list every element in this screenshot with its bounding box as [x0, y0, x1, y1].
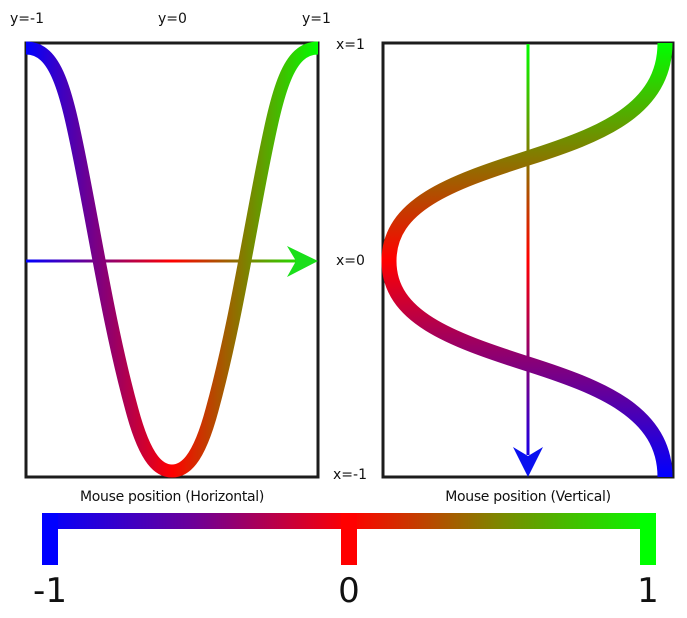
- label-x-1: x=1: [336, 37, 365, 53]
- vertical-response-curve: [381, 42, 673, 478]
- label-y-1: y=1: [302, 11, 331, 27]
- label-y-neg1: y=-1: [10, 11, 44, 27]
- label-x-neg1: x=-1: [333, 467, 367, 483]
- caption-horizontal: Mouse position (Horizontal): [79, 489, 265, 505]
- scale-label-1: 1: [637, 571, 659, 611]
- scale-label-neg1: -1: [33, 571, 67, 611]
- horizontal-response-curve: [25, 41, 319, 478]
- scale-tick-neg: [42, 513, 58, 565]
- scale-label-0: 0: [338, 571, 360, 611]
- label-x-0: x=0: [336, 253, 365, 269]
- scale-tick-pos: [640, 513, 656, 565]
- arrow-right-icon: [287, 246, 318, 277]
- scale-tick-zero: [341, 513, 357, 565]
- arrow-down-icon: [513, 447, 543, 477]
- caption-vertical: Mouse position (Vertical): [445, 489, 611, 505]
- label-y-0: y=0: [158, 11, 187, 27]
